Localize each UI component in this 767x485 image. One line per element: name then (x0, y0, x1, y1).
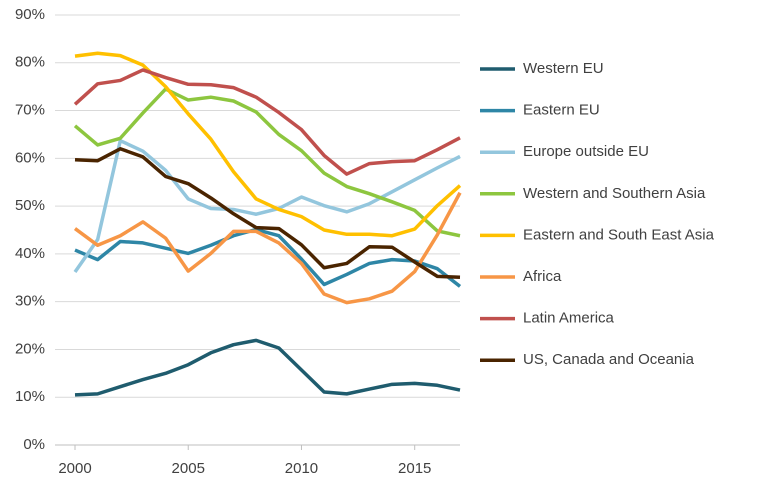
legend-label: US, Canada and Oceania (523, 351, 695, 368)
y-tick-label: 50% (15, 197, 45, 214)
series-line (73, 138, 461, 274)
legend-label: Western EU (523, 60, 604, 77)
legend-label: Europe outside EU (523, 143, 649, 160)
x-tick-label: 2005 (172, 460, 205, 477)
y-tick-label: 90% (15, 6, 45, 23)
y-tick-label: 0% (23, 436, 45, 453)
y-tick-label: 40% (15, 245, 45, 262)
legend-label: Western and Southern Asia (523, 185, 706, 202)
legend-label: Latin America (523, 310, 615, 327)
series-line (73, 68, 461, 176)
series-line (74, 51, 462, 238)
legend-label: Africa (523, 268, 562, 285)
x-tick-label: 2000 (58, 460, 91, 477)
series-line (74, 147, 461, 280)
legend-label: Eastern EU (523, 102, 600, 119)
y-tick-label: 80% (15, 54, 45, 71)
series-line (73, 191, 462, 305)
y-tick-label: 30% (15, 293, 45, 310)
series-line (74, 338, 461, 397)
y-tick-label: 60% (15, 149, 45, 166)
series-line (73, 87, 461, 238)
legend-label: Eastern and South East Asia (523, 226, 715, 243)
y-tick-label: 10% (15, 388, 45, 405)
x-tick-label: 2010 (285, 460, 318, 477)
x-tick-label: 2015 (398, 460, 431, 477)
y-tick-label: 70% (15, 102, 45, 119)
y-tick-label: 20% (15, 340, 45, 357)
series-line (74, 227, 462, 288)
